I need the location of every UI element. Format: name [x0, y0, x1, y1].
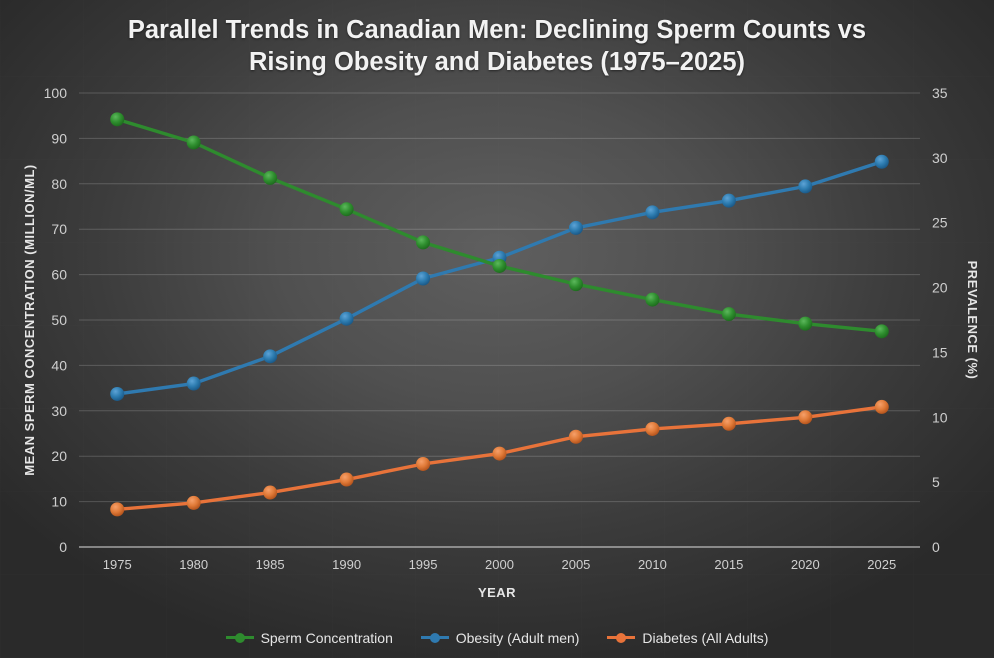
- svg-text:30: 30: [51, 403, 67, 419]
- svg-text:2015: 2015: [714, 557, 743, 572]
- svg-text:90: 90: [51, 130, 67, 146]
- svg-text:10: 10: [51, 494, 67, 510]
- svg-text:1985: 1985: [256, 557, 285, 572]
- svg-text:20: 20: [932, 280, 948, 296]
- svg-text:80: 80: [51, 176, 67, 192]
- svg-text:0: 0: [932, 539, 940, 555]
- svg-text:2025: 2025: [867, 557, 896, 572]
- svg-text:1980: 1980: [179, 557, 208, 572]
- svg-text:1990: 1990: [332, 557, 361, 572]
- svg-text:2020: 2020: [791, 557, 820, 572]
- svg-text:40: 40: [51, 357, 67, 373]
- svg-text:5: 5: [932, 474, 940, 490]
- svg-text:2000: 2000: [485, 557, 514, 572]
- svg-text:0: 0: [59, 539, 67, 555]
- svg-text:15: 15: [932, 344, 948, 360]
- svg-text:60: 60: [51, 267, 67, 283]
- svg-text:100: 100: [44, 85, 68, 101]
- svg-text:10: 10: [932, 409, 948, 425]
- svg-text:35: 35: [932, 85, 948, 101]
- svg-text:1975: 1975: [103, 557, 132, 572]
- svg-text:2005: 2005: [561, 557, 590, 572]
- svg-text:70: 70: [51, 221, 67, 237]
- svg-text:30: 30: [932, 150, 948, 166]
- svg-text:20: 20: [51, 448, 67, 464]
- svg-text:50: 50: [51, 312, 67, 328]
- svg-text:25: 25: [932, 215, 948, 231]
- svg-text:1995: 1995: [409, 557, 438, 572]
- svg-text:2010: 2010: [638, 557, 667, 572]
